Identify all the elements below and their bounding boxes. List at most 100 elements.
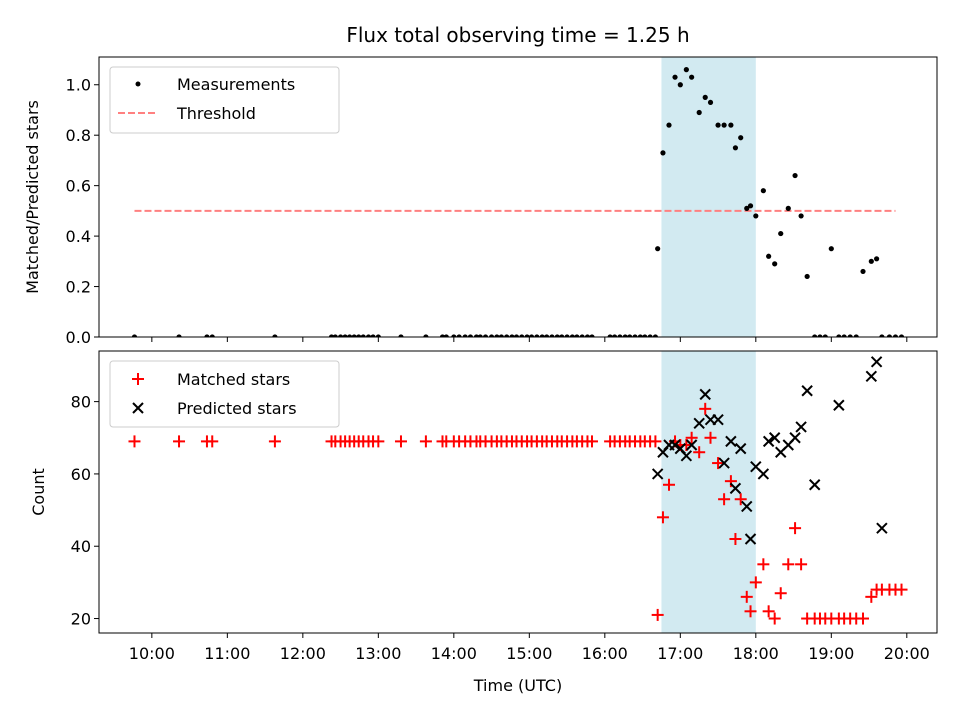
x-tick-label: 17:00 <box>657 644 703 663</box>
chart-title: Flux total observing time = 1.25 h <box>346 23 689 47</box>
measurement-point <box>753 213 759 219</box>
measurement-point <box>738 135 744 141</box>
measurements-points <box>131 67 905 337</box>
predicted-star-point <box>669 439 681 451</box>
measurement-point <box>579 334 585 337</box>
predicted-star-point <box>833 399 845 411</box>
measurement-point <box>804 273 810 280</box>
measurement-point <box>715 122 721 128</box>
predicted-star-point <box>744 533 757 545</box>
matched-star-point <box>585 435 598 448</box>
matched-stars-points <box>128 402 908 625</box>
matched-star-point <box>768 612 781 625</box>
y-tick-label: 0.6 <box>66 177 91 196</box>
measurement-point <box>498 334 504 337</box>
measurement-point <box>375 334 381 337</box>
measurement-point <box>539 334 545 337</box>
measurement-point <box>549 334 555 337</box>
measurement-point <box>847 334 853 337</box>
measurement-point <box>360 334 366 337</box>
matched-star-point <box>795 558 808 571</box>
y-tick-label: 1.0 <box>66 76 91 95</box>
x-tick-label: 20:00 <box>884 644 930 663</box>
top-panel: 0.0 0.2 0.4 0.6 0.8 1.0 Matched/Predicted sta… <box>23 56 938 347</box>
measurement-point <box>637 334 643 337</box>
top-axes-frame <box>98 56 938 338</box>
measurement-point <box>528 334 535 337</box>
measurement-point <box>853 334 859 337</box>
y-tick-label: 0.0 <box>66 328 91 347</box>
matched-star-point <box>649 435 662 448</box>
measurement-point <box>732 145 739 151</box>
matched-star-point <box>206 435 219 448</box>
measurement-point <box>798 213 804 219</box>
bottom-axes-frame <box>98 350 938 634</box>
legend-predicted-marker <box>132 402 144 414</box>
matched-star-point <box>268 435 281 448</box>
measurement-point <box>584 334 591 337</box>
matched-star-point <box>749 576 762 589</box>
bottom-y-ticks: 20 40 60 80 <box>71 393 99 629</box>
measurement-point <box>544 334 550 337</box>
measurement-point <box>589 334 595 337</box>
predicted-star-point <box>729 482 742 495</box>
predicted-star-point <box>699 388 711 401</box>
measurement-point <box>721 122 727 128</box>
measurement-point <box>456 334 462 337</box>
measurement-point <box>836 334 842 337</box>
measurement-point <box>347 334 353 337</box>
measurement-point <box>467 334 474 337</box>
measurement-point <box>504 334 510 337</box>
legend-matched-label: Matched stars <box>177 370 290 389</box>
predicted-star-point <box>712 413 724 426</box>
measurement-point <box>874 256 880 262</box>
predicted-star-point <box>680 450 693 462</box>
measurement-point <box>766 253 772 259</box>
measurement-point <box>482 334 489 337</box>
measurement-point <box>841 334 847 337</box>
predicted-star-point <box>651 468 664 480</box>
measurement-point <box>747 203 754 209</box>
measurement-point <box>760 188 766 194</box>
measurement-point <box>488 334 495 337</box>
x-tick-label: 15:00 <box>506 644 552 663</box>
predicted-star-point <box>693 417 705 430</box>
measurement-point <box>689 74 695 80</box>
matched-star-point <box>704 431 717 444</box>
measurement-point <box>272 334 278 337</box>
x-tick-label: 12:00 <box>280 644 326 663</box>
matched-star-point <box>774 587 787 600</box>
matched-star-point <box>762 605 775 618</box>
x-tick-label: 13:00 <box>355 644 401 663</box>
measurement-point <box>666 122 672 128</box>
bottom-shaded-span <box>661 351 756 633</box>
matched-star-point <box>734 493 747 506</box>
measurement-point <box>817 334 823 337</box>
y-tick-label: 0.8 <box>66 126 91 145</box>
matched-star-point <box>744 605 757 618</box>
measurement-point <box>509 334 515 337</box>
measurement-point <box>351 334 357 337</box>
matched-star-point <box>718 493 731 506</box>
legend-predicted-label: Predicted stars <box>177 399 297 418</box>
measurement-point <box>574 334 580 337</box>
matched-star-point <box>173 435 186 448</box>
measurement-point <box>627 334 633 337</box>
matched-star-point <box>651 608 664 621</box>
matched-star-point <box>656 511 669 524</box>
top-x-ticks <box>151 337 908 342</box>
measurement-point <box>519 334 525 337</box>
measurement-point <box>660 150 666 156</box>
x-tick-label: 19:00 <box>808 644 854 663</box>
x-tick-label: 10:00 <box>129 644 175 663</box>
matched-star-point <box>685 431 698 444</box>
predicted-star-point <box>768 432 781 444</box>
matched-star-point <box>865 590 878 603</box>
matched-star-point <box>740 590 753 603</box>
predicted-star-point <box>762 435 775 448</box>
top-y-axis-label: Matched/Predicted stars <box>23 100 42 294</box>
predicted-star-point <box>757 468 770 480</box>
measurement-point <box>612 334 618 337</box>
measurement-point <box>655 246 661 252</box>
